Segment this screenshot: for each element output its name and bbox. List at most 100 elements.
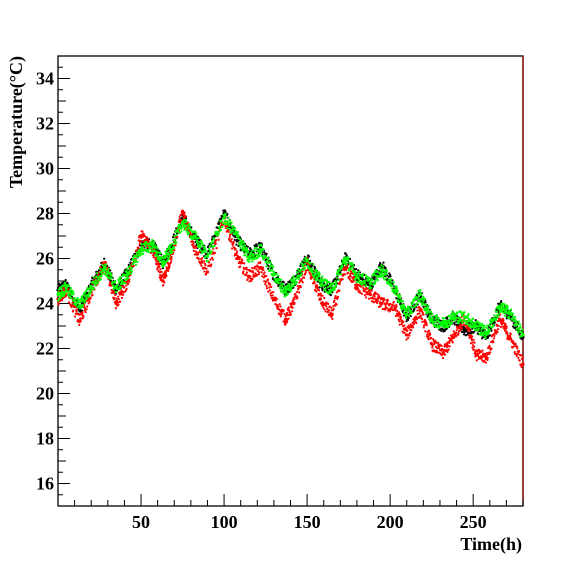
- data-point: [125, 284, 128, 287]
- data-point: [158, 263, 161, 266]
- data-point: [424, 308, 427, 311]
- data-point: [463, 311, 466, 314]
- data-point: [384, 308, 387, 311]
- data-point: [518, 323, 522, 326]
- data-point: [76, 296, 79, 300]
- data-point: [84, 300, 87, 303]
- data-point: [496, 313, 499, 317]
- data-point: [150, 250, 153, 253]
- data-point: [173, 242, 176, 246]
- data-point: [192, 237, 195, 240]
- data-point: [478, 322, 481, 325]
- data-point: [196, 242, 199, 245]
- data-point: [488, 344, 491, 348]
- data-point: [392, 300, 395, 303]
- data-point: [446, 350, 449, 354]
- data-point: [488, 331, 491, 334]
- data-point: [232, 224, 235, 228]
- data-point: [258, 271, 261, 274]
- data-point: [411, 326, 415, 329]
- data-point: [151, 238, 154, 242]
- data-point: [155, 254, 158, 257]
- data-point: [101, 264, 104, 267]
- data-point: [363, 282, 366, 285]
- data-points: [56, 209, 525, 369]
- data-point: [206, 259, 209, 262]
- data-point: [471, 346, 474, 349]
- data-point: [365, 286, 368, 290]
- data-point: [448, 320, 451, 323]
- data-point: [470, 337, 473, 340]
- data-point: [265, 287, 269, 290]
- data-point: [278, 303, 281, 306]
- data-point: [473, 341, 476, 344]
- data-point: [100, 274, 103, 278]
- data-point: [185, 224, 188, 227]
- data-point: [264, 259, 267, 262]
- data-point: [159, 274, 162, 277]
- data-point: [255, 244, 258, 248]
- data-point: [440, 344, 443, 347]
- data-point: [493, 321, 496, 324]
- data-point: [291, 310, 294, 313]
- data-point: [104, 261, 108, 264]
- data-point: [382, 300, 385, 303]
- data-point: [460, 314, 464, 317]
- data-point: [343, 273, 347, 276]
- data-point: [128, 265, 131, 268]
- data-point: [334, 281, 338, 284]
- data-point: [278, 285, 282, 288]
- data-point: [422, 299, 425, 303]
- data-point: [183, 211, 186, 214]
- data-point: [411, 300, 415, 304]
- data-point: [376, 301, 379, 305]
- data-point: [384, 271, 387, 274]
- data-point: [228, 235, 231, 239]
- data-point: [393, 292, 396, 295]
- data-point: [498, 304, 501, 307]
- data-point: [339, 267, 342, 270]
- data-point: [271, 294, 274, 297]
- data-point: [230, 221, 233, 224]
- data-point: [372, 301, 376, 304]
- data-point: [450, 321, 454, 325]
- series-2: [56, 212, 525, 340]
- data-point: [139, 251, 142, 254]
- data-point: [406, 329, 409, 332]
- y-tick-label: 20: [36, 384, 54, 404]
- data-point: [333, 288, 336, 291]
- data-point: [271, 265, 274, 269]
- data-point: [195, 246, 198, 249]
- data-point: [168, 265, 171, 268]
- data-point: [518, 328, 521, 332]
- data-point: [429, 333, 432, 336]
- data-point: [236, 231, 240, 234]
- data-point: [180, 226, 184, 230]
- data-point: [183, 228, 186, 231]
- data-point: [267, 267, 270, 270]
- data-point: [226, 212, 229, 216]
- data-point: [455, 334, 458, 337]
- data-point: [72, 296, 76, 300]
- data-point: [306, 258, 309, 261]
- data-point: [304, 271, 307, 274]
- data-point: [364, 296, 367, 299]
- data-point: [494, 318, 498, 321]
- data-point: [492, 340, 495, 344]
- data-point: [198, 240, 201, 244]
- data-point: [269, 283, 272, 286]
- data-point: [498, 310, 502, 314]
- data-point: [203, 262, 206, 265]
- data-point: [217, 238, 220, 241]
- data-point: [223, 220, 226, 223]
- data-point: [75, 302, 78, 306]
- data-point: [411, 306, 414, 309]
- y-axis-title: Temperature(°C): [6, 56, 27, 188]
- data-point: [431, 317, 434, 320]
- data-point: [89, 296, 92, 300]
- data-point: [472, 338, 475, 341]
- data-point: [81, 317, 84, 320]
- data-point: [345, 262, 348, 265]
- data-point: [159, 268, 162, 271]
- data-point: [139, 239, 142, 242]
